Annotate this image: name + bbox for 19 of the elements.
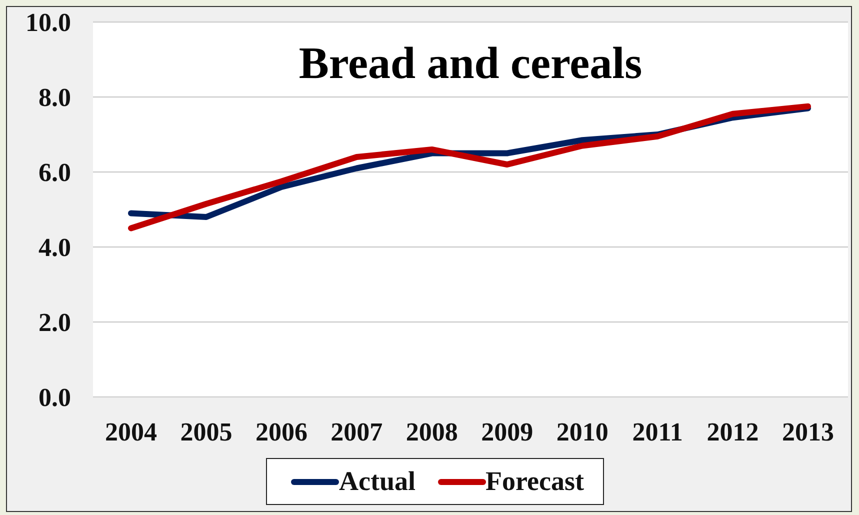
y-tick-label: 0.0 xyxy=(38,383,71,412)
y-tick-label: 8.0 xyxy=(38,83,71,112)
x-tick-label: 2011 xyxy=(632,417,683,446)
chart-title: Bread and cereals xyxy=(298,38,644,88)
x-tick-label: 2009 xyxy=(481,417,534,446)
x-tick-label: 2013 xyxy=(782,417,834,446)
x-tick-label: 2004 xyxy=(105,417,157,446)
x-tick-label: 2007 xyxy=(330,417,383,446)
legend-label: Forecast xyxy=(486,466,584,497)
x-tick-label: 2006 xyxy=(255,417,308,446)
legend-label: Actual xyxy=(339,466,416,497)
y-tick-label: 2.0 xyxy=(38,308,71,338)
y-tick-label: 6.0 xyxy=(38,158,71,188)
x-tick-label: 2008 xyxy=(406,417,458,446)
x-tick-label: 2012 xyxy=(706,417,759,446)
y-tick-label: 4.0 xyxy=(38,233,71,262)
x-tick-label: 2010 xyxy=(556,417,608,446)
x-tick-label: 2005 xyxy=(180,417,232,446)
y-tick-label: 10.0 xyxy=(26,8,71,38)
